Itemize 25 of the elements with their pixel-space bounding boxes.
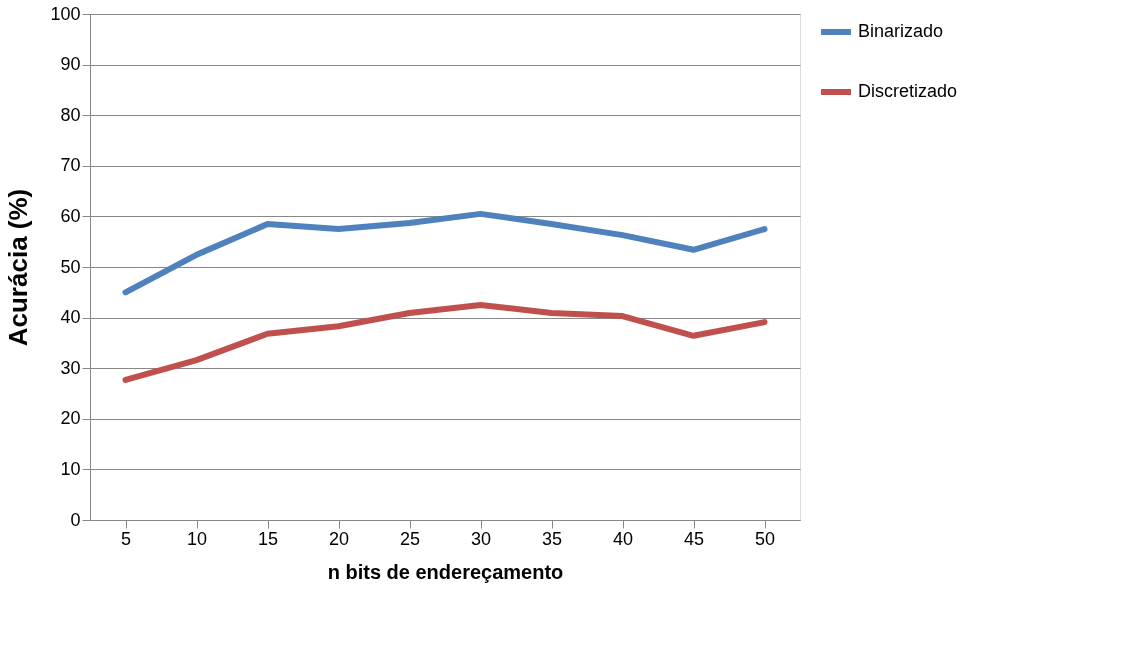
x-tick-label: 20 [328, 528, 350, 549]
x-tick-label: 5 [120, 528, 132, 549]
y-tick-label: 20 [60, 408, 81, 429]
x-axis-title: n bits de endereçamento [327, 560, 564, 583]
y-tick-label: 70 [60, 155, 81, 176]
x-tick-label: 15 [257, 528, 279, 549]
x-tick-label: 30 [470, 528, 492, 549]
x-tick-label: 10 [186, 528, 208, 549]
legend-label: Discretizado [858, 81, 958, 101]
y-tick-label: 80 [60, 104, 81, 125]
x-tick-label: 45 [683, 528, 705, 549]
y-tick-label: 10 [60, 458, 81, 479]
y-tick-label: 60 [60, 205, 81, 226]
y-tick-label: 40 [60, 307, 81, 328]
x-tick-label: 50 [754, 528, 776, 549]
y-tick-label: 50 [60, 256, 81, 277]
x-tick-label: 35 [541, 528, 563, 549]
y-tick-label: 30 [60, 357, 81, 378]
y-tick-label: 0 [70, 509, 81, 530]
x-tick-label: 40 [612, 528, 634, 549]
y-axis-title: Acurácia (%) [3, 188, 34, 347]
x-tick-label: 25 [399, 528, 421, 549]
legend-label: Binarizado [858, 21, 944, 41]
y-tick-label: 100 [50, 3, 81, 24]
y-tick-label: 90 [60, 54, 81, 75]
